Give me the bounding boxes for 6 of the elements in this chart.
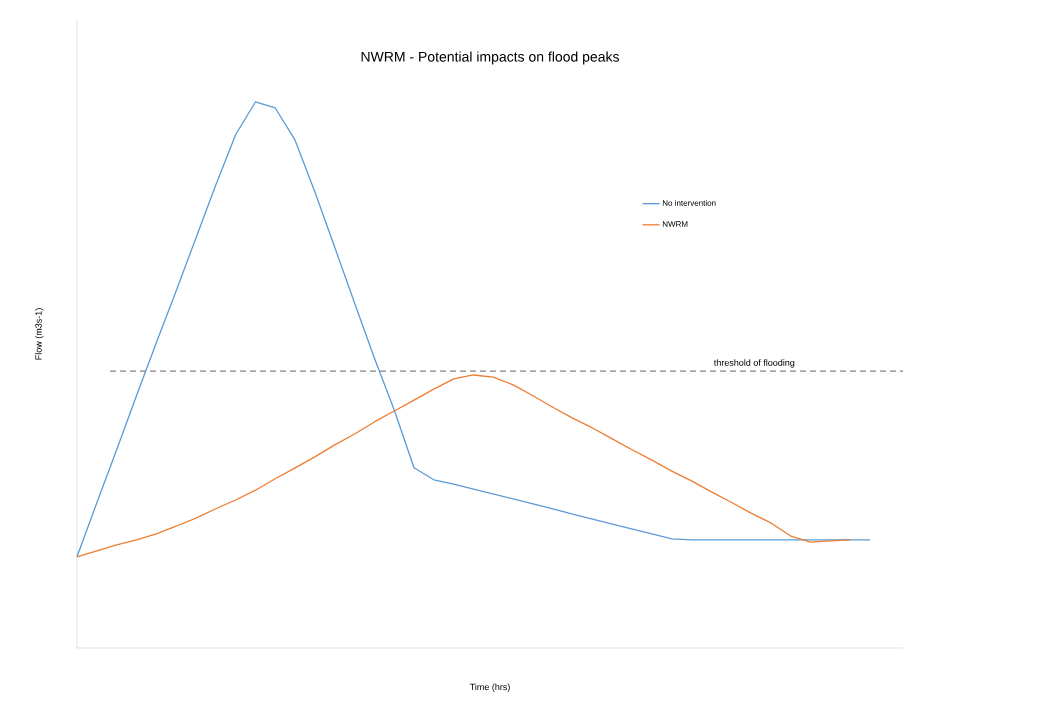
y-axis-title: Flow (m3s-1) bbox=[35, 308, 44, 360]
chart-title: NWRM - Potential impacts on flood peaks bbox=[361, 51, 619, 65]
legend-label: NWRM bbox=[662, 221, 688, 227]
x-axis-title: Time (hrs) bbox=[469, 683, 510, 692]
ref-line-label: threshold of flooding bbox=[713, 359, 795, 368]
legend-label: No intervention bbox=[662, 200, 716, 206]
